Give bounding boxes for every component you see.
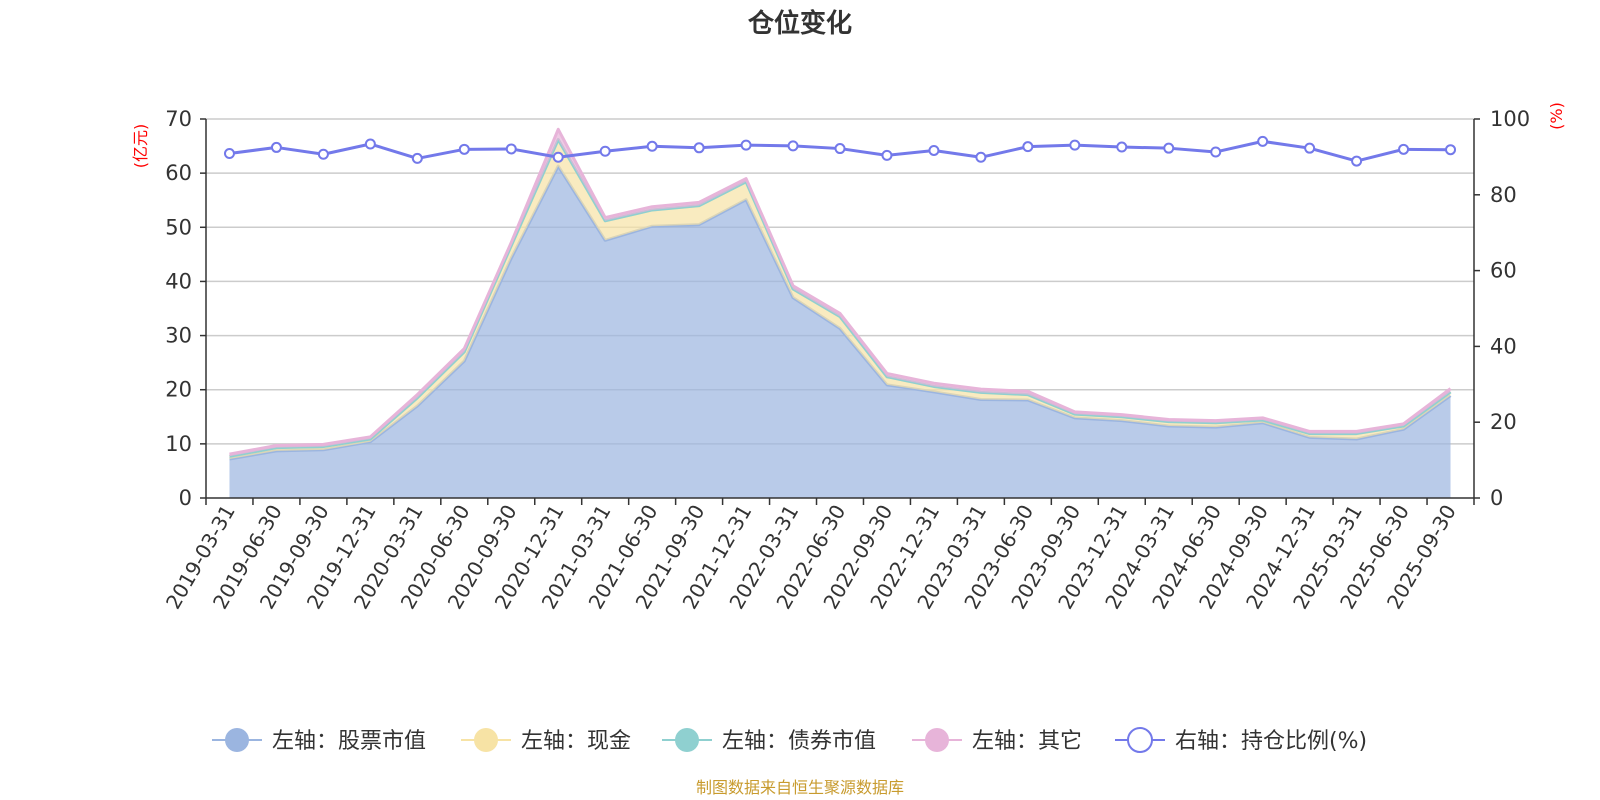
ratio-point	[1116, 141, 1128, 153]
ratio-point	[787, 140, 799, 152]
legend-label-1: 左轴：现金	[521, 729, 631, 754]
ratio-point	[1022, 141, 1034, 153]
left-axis-tick-label: 40	[165, 269, 192, 293]
ratio-point	[1210, 146, 1222, 158]
ratio-point	[975, 151, 987, 163]
area-line-左轴：其它	[229, 127, 1452, 456]
ratio-point	[270, 141, 282, 153]
left-axis-tick-label: 50	[165, 215, 192, 239]
left-axis-unit: (亿元)	[131, 124, 150, 169]
right-axis-tick-label: 40	[1490, 334, 1517, 358]
left-axis-tick-label: 70	[165, 107, 192, 131]
legend-marker-1	[474, 728, 498, 752]
area-左轴：股票市值	[229, 166, 1451, 498]
left-axis-tick-label: 20	[165, 378, 192, 402]
ratio-point	[364, 138, 376, 150]
ratio-point	[693, 142, 705, 154]
ratio-point	[1069, 139, 1081, 151]
right-axis-tick-label: 60	[1490, 259, 1517, 283]
ratio-point	[1257, 135, 1269, 147]
legend-marker-4	[1127, 727, 1153, 753]
ratio-point	[646, 140, 658, 152]
ratio-point	[1163, 142, 1175, 154]
ratio-line-series	[223, 135, 1457, 167]
stacked-areas	[229, 127, 1452, 498]
ratio-point	[1304, 142, 1316, 154]
ratio-point	[552, 151, 564, 163]
source-note: 制图数据来自恒生聚源数据库	[696, 778, 904, 797]
ratio-point	[458, 143, 470, 155]
left-axis-tick-label: 30	[165, 324, 192, 348]
ratio-point	[223, 147, 235, 159]
chart-title: 仓位变化	[747, 8, 852, 39]
left-axis-tick-label: 0	[179, 486, 192, 510]
legend-marker-2	[675, 728, 699, 752]
ratio-point	[1351, 155, 1363, 167]
legend-label-0: 左轴：股票市值	[272, 729, 426, 754]
ratio-point	[881, 149, 893, 161]
left-axis-tick-label: 10	[165, 432, 192, 456]
ratio-point	[317, 148, 329, 160]
legend-label-4: 右轴：持仓比例(%)	[1175, 729, 1367, 754]
ratio-point	[928, 144, 940, 156]
left-axis-tick-label: 60	[165, 161, 192, 185]
legend-label-2: 左轴：债券市值	[722, 729, 876, 754]
ratio-point	[834, 143, 846, 155]
legend: 左轴：股票市值 左轴：现金 左轴：债券市值 左轴：其它 右轴：持仓比例(%)	[212, 727, 1367, 754]
ratio-point	[411, 152, 423, 164]
legend-marker-3	[925, 728, 949, 752]
ratio-point	[1445, 144, 1457, 156]
ratio-point	[599, 145, 611, 157]
right-axis-unit: (%)	[1547, 102, 1566, 130]
legend-marker-0	[225, 728, 249, 752]
right-axis-tick-label: 100	[1490, 107, 1530, 131]
right-axis-tick-label: 80	[1490, 183, 1517, 207]
legend-label-3: 左轴：其它	[972, 729, 1082, 754]
ratio-point	[505, 143, 517, 155]
right-axis-tick-label: 0	[1490, 486, 1503, 510]
right-axis-tick-label: 20	[1490, 410, 1517, 434]
ratio-point	[1398, 143, 1410, 155]
ratio-point	[740, 139, 752, 151]
